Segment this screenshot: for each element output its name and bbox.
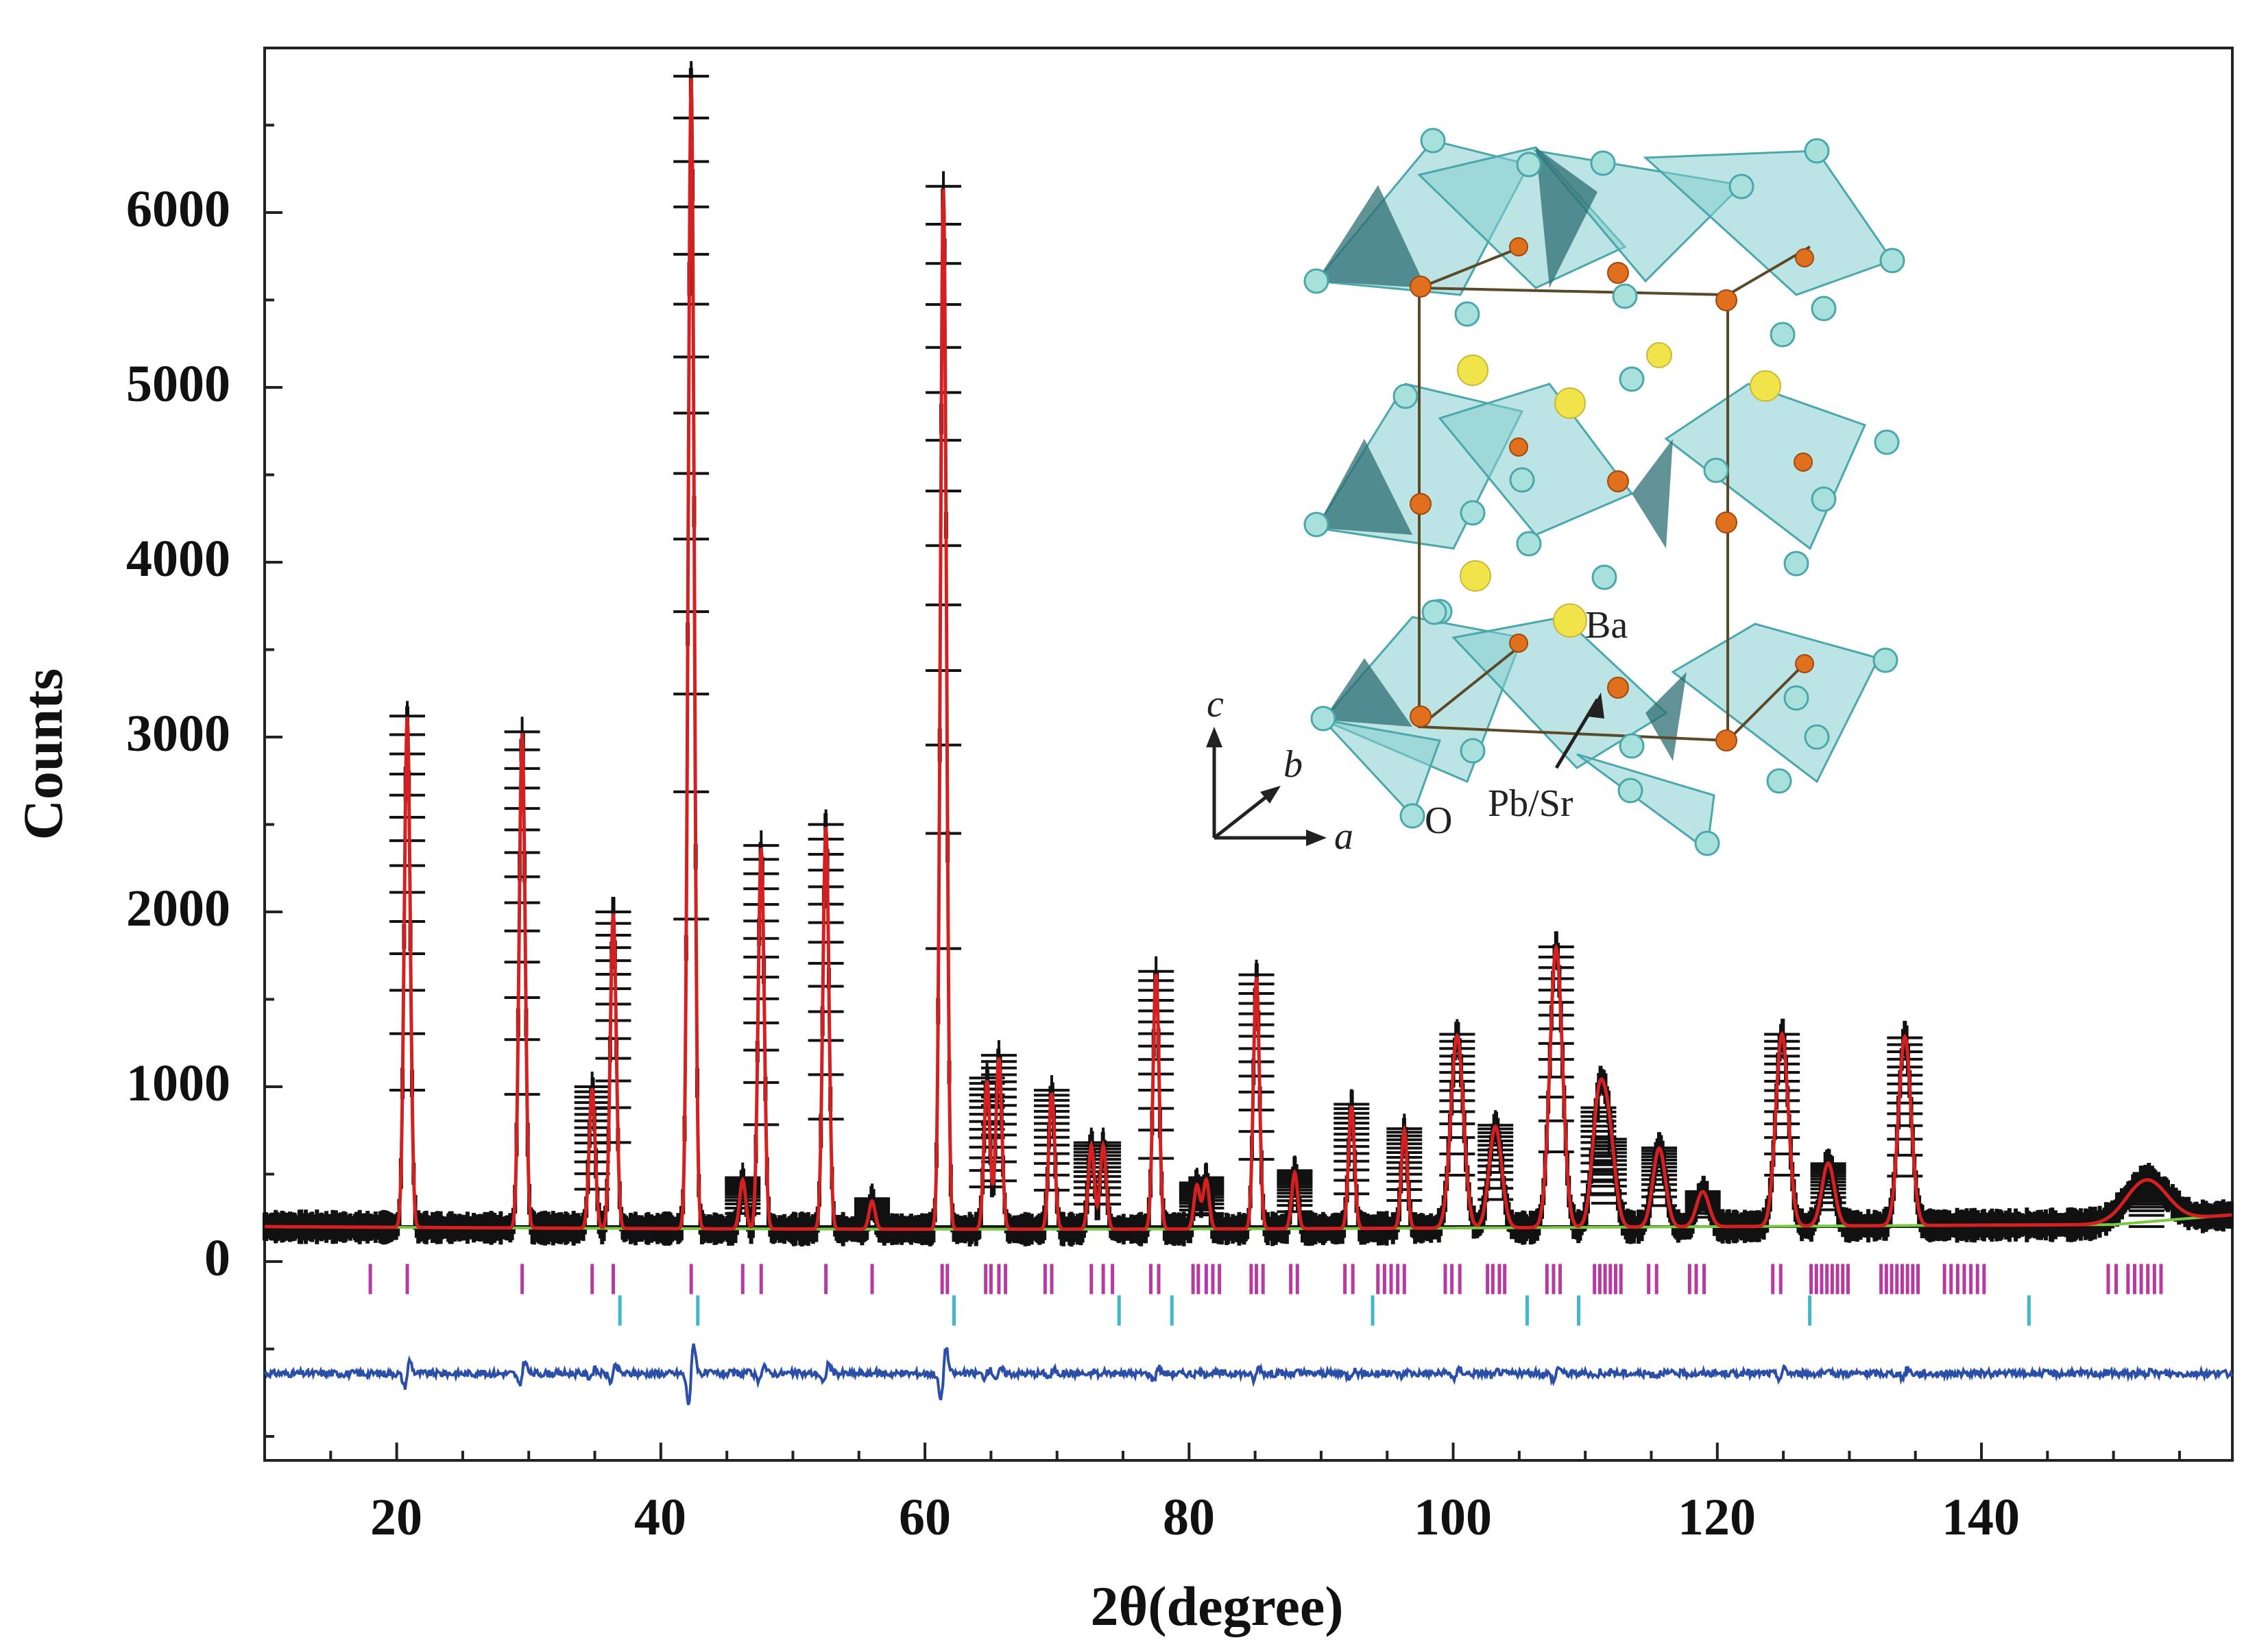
y-tick-label: 4000 <box>126 530 230 588</box>
octahedra-shadows <box>1316 147 1687 761</box>
x-tick-label: 120 <box>1678 1489 1756 1546</box>
c-axis-label: c <box>1207 683 1224 725</box>
o-atoms <box>1303 128 1905 856</box>
difference-line <box>263 1343 2234 1406</box>
ba-label: Ba <box>1585 604 1628 647</box>
y-tick-label: 3000 <box>126 705 230 762</box>
y-tick-label: 5000 <box>126 355 230 413</box>
x-tick-label: 20 <box>370 1489 422 1546</box>
x-tick-label: 60 <box>899 1489 951 1546</box>
bragg-markers <box>368 1264 2163 1326</box>
crystal-structure-inset: Ba Pb/Sr O c b a <box>1206 128 1905 858</box>
x-axis-title: 2θ(degree) <box>1090 1575 1343 1637</box>
b-axis-label: b <box>1283 743 1303 786</box>
plot-frame <box>263 47 2234 1462</box>
pb-sr-arrowhead <box>1587 692 1604 719</box>
y-tick-label: 1000 <box>126 1055 230 1112</box>
axis-ticks <box>263 123 2181 1460</box>
y-tick-label: 2000 <box>126 880 230 937</box>
pb-sr-atoms <box>1410 237 1814 751</box>
ba-atoms <box>1457 342 1781 638</box>
x-tick-label: 40 <box>634 1489 686 1546</box>
y-axis-title: Counts <box>12 668 74 841</box>
b-axis-arrowhead <box>1260 786 1281 804</box>
background-line <box>265 1213 2232 1231</box>
y-tick-label: 6000 <box>126 180 230 238</box>
calculated-line <box>265 78 2232 1231</box>
x-tick-label: 80 <box>1163 1489 1215 1546</box>
a-axis-label: a <box>1334 815 1353 858</box>
x-tick-label: 140 <box>1942 1489 2020 1546</box>
y-tick-label: 0 <box>204 1229 230 1287</box>
c-axis-arrowhead <box>1206 727 1222 747</box>
a-axis-arrowhead <box>1306 830 1327 846</box>
o-label: O <box>1425 799 1452 842</box>
pb-sr-label: Pb/Sr <box>1488 782 1573 825</box>
x-tick-label: 100 <box>1414 1489 1492 1546</box>
